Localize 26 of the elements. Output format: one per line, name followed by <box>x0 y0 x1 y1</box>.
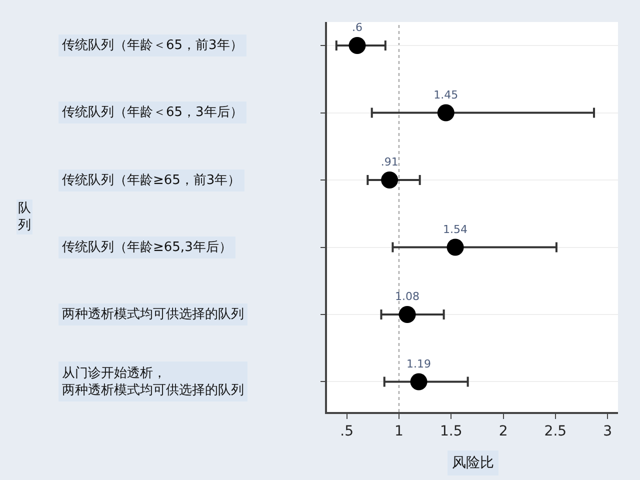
y-axis-title: 队列 <box>18 201 31 233</box>
x-tick-label: 2.5 <box>544 424 567 440</box>
x-axis-title: 风险比 <box>452 455 494 471</box>
data-label: 1.54 <box>443 222 468 236</box>
data-label: .91 <box>380 156 398 169</box>
point <box>381 172 398 189</box>
y-tick-label: 传统队列（年龄＜65，3年后） <box>62 105 243 120</box>
x-tick-label: 1 <box>394 424 404 440</box>
y-tick-label: 从门诊开始透析，两种透析模式均可供选择的队列 <box>62 365 244 398</box>
point <box>437 104 454 122</box>
y-tick-label: 传统队列（年龄≥65,3年后） <box>62 240 232 255</box>
point <box>410 373 428 390</box>
point <box>348 37 366 54</box>
data-label: .6 <box>352 21 362 34</box>
y-tick-label: 传统队列（年龄≥65，前3年） <box>62 173 241 188</box>
data-label: 1.08 <box>395 290 420 304</box>
x-tick-label: .5 <box>340 424 354 440</box>
point <box>446 238 464 256</box>
y-tick-label: 传统队列（年龄＜65，前3年） <box>62 38 243 53</box>
data-label: 1.19 <box>406 357 432 370</box>
x-tick-label: 3 <box>603 424 612 440</box>
data-label: 1.45 <box>434 88 458 102</box>
x-tick-label: 2 <box>498 424 508 440</box>
point <box>398 306 416 323</box>
y-tick-label: 两种透析模式均可供选择的队列 <box>62 307 244 322</box>
x-tick-label: 1.5 <box>440 424 462 440</box>
